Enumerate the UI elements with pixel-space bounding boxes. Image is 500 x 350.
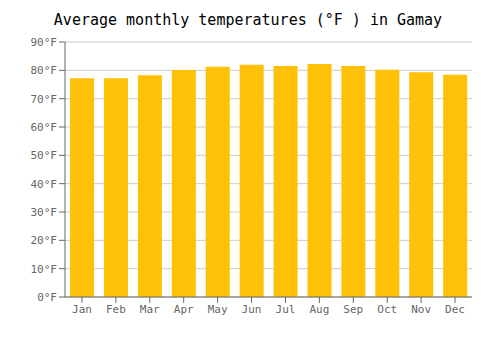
- svg-text:Feb: Feb: [106, 303, 126, 316]
- svg-text:50°F: 50°F: [31, 149, 58, 162]
- svg-text:Mar: Mar: [140, 303, 160, 316]
- svg-text:80°F: 80°F: [31, 64, 58, 77]
- svg-text:Apr: Apr: [174, 303, 194, 316]
- svg-text:Oct: Oct: [377, 303, 397, 316]
- svg-text:40°F: 40°F: [31, 178, 58, 191]
- svg-text:Jul: Jul: [276, 303, 296, 316]
- svg-text:10°F: 10°F: [31, 263, 58, 276]
- svg-text:Dec: Dec: [445, 303, 465, 316]
- svg-text:0°F: 0°F: [37, 291, 57, 304]
- svg-text:60°F: 60°F: [31, 121, 58, 134]
- svg-text:May: May: [208, 303, 228, 316]
- svg-text:90°F: 90°F: [31, 36, 58, 49]
- svg-text:Jun: Jun: [242, 303, 262, 316]
- svg-text:30°F: 30°F: [31, 206, 58, 219]
- svg-text:20°F: 20°F: [31, 234, 58, 247]
- svg-text:Sep: Sep: [343, 303, 363, 316]
- svg-text:Jan: Jan: [72, 303, 92, 316]
- svg-text:Nov: Nov: [411, 303, 431, 316]
- svg-text:Aug: Aug: [309, 303, 329, 316]
- html-text:Average monthly temperatures (: Average monthly temperatures (°F ) in Ga…: [53, 11, 443, 29]
- svg-text:70°F: 70°F: [31, 93, 58, 106]
